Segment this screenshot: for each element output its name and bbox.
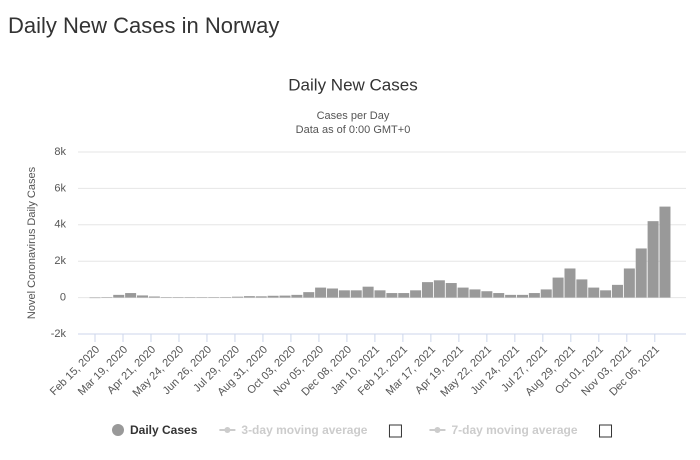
bar bbox=[148, 296, 160, 298]
chart-subtitle: Data as of 0:00 GMT+0 bbox=[296, 124, 411, 136]
y-tick-label: 6k bbox=[54, 182, 66, 194]
bar bbox=[505, 294, 517, 298]
bar bbox=[291, 294, 303, 298]
bar bbox=[516, 294, 528, 298]
bar bbox=[623, 268, 635, 298]
bar bbox=[635, 248, 647, 298]
bar bbox=[493, 293, 505, 298]
y-axis-label: Novel Coronavirus Daily Cases bbox=[26, 166, 38, 319]
bar bbox=[136, 295, 148, 298]
bar bbox=[445, 283, 457, 298]
bar bbox=[600, 290, 612, 298]
bar bbox=[113, 294, 125, 298]
legend-label[interactable]: Daily Cases bbox=[130, 423, 198, 437]
bar bbox=[564, 268, 576, 298]
bar bbox=[160, 297, 172, 298]
y-tick-label: 4k bbox=[54, 219, 66, 231]
chart-title: Daily New Cases bbox=[288, 75, 417, 94]
bar bbox=[243, 296, 255, 298]
y-tick-label: 8k bbox=[54, 146, 66, 158]
bar bbox=[338, 290, 350, 298]
bar bbox=[576, 279, 588, 298]
bar bbox=[659, 206, 671, 298]
bar bbox=[326, 288, 338, 298]
legend-marker bbox=[112, 424, 124, 436]
bar bbox=[481, 291, 493, 298]
bar bbox=[279, 295, 291, 298]
y-tick-label: 0 bbox=[60, 292, 66, 304]
bar bbox=[220, 297, 232, 298]
bar bbox=[552, 277, 564, 298]
bar bbox=[540, 289, 552, 298]
bar bbox=[362, 286, 374, 298]
legend-marker bbox=[224, 427, 231, 433]
legend-label[interactable]: 7-day moving average bbox=[451, 423, 577, 437]
bar bbox=[267, 295, 279, 298]
bar bbox=[433, 280, 445, 298]
bar bbox=[303, 292, 315, 298]
bar bbox=[172, 297, 184, 298]
bar bbox=[101, 297, 113, 298]
legend-checkbox[interactable] bbox=[388, 424, 402, 438]
page-title: Daily New Cases in Norway bbox=[8, 13, 279, 38]
bar bbox=[196, 297, 208, 298]
bar bbox=[421, 282, 433, 298]
bar bbox=[184, 297, 196, 298]
bar bbox=[647, 221, 659, 298]
bar bbox=[398, 293, 410, 298]
legend-marker bbox=[434, 427, 441, 433]
legend-label[interactable]: 3-day moving average bbox=[241, 423, 367, 437]
y-tick-label: -2k bbox=[51, 328, 67, 340]
bar bbox=[255, 296, 267, 298]
bar bbox=[611, 284, 623, 298]
y-tick-label: 2k bbox=[54, 255, 66, 267]
bar bbox=[457, 287, 469, 298]
bar bbox=[588, 287, 600, 298]
bar bbox=[410, 290, 422, 298]
bar bbox=[231, 296, 243, 298]
bar bbox=[528, 293, 540, 298]
legend-checkbox[interactable] bbox=[599, 424, 613, 438]
bar bbox=[350, 290, 362, 298]
bar bbox=[89, 297, 101, 299]
chart-subtitle: Cases per Day bbox=[317, 110, 390, 122]
bar bbox=[374, 290, 386, 298]
x-tick-label: Dec 06, 2021 bbox=[607, 344, 662, 399]
bar bbox=[315, 287, 327, 298]
bar bbox=[208, 297, 220, 298]
bar bbox=[386, 293, 398, 298]
bar bbox=[125, 293, 137, 298]
bar bbox=[469, 289, 481, 298]
